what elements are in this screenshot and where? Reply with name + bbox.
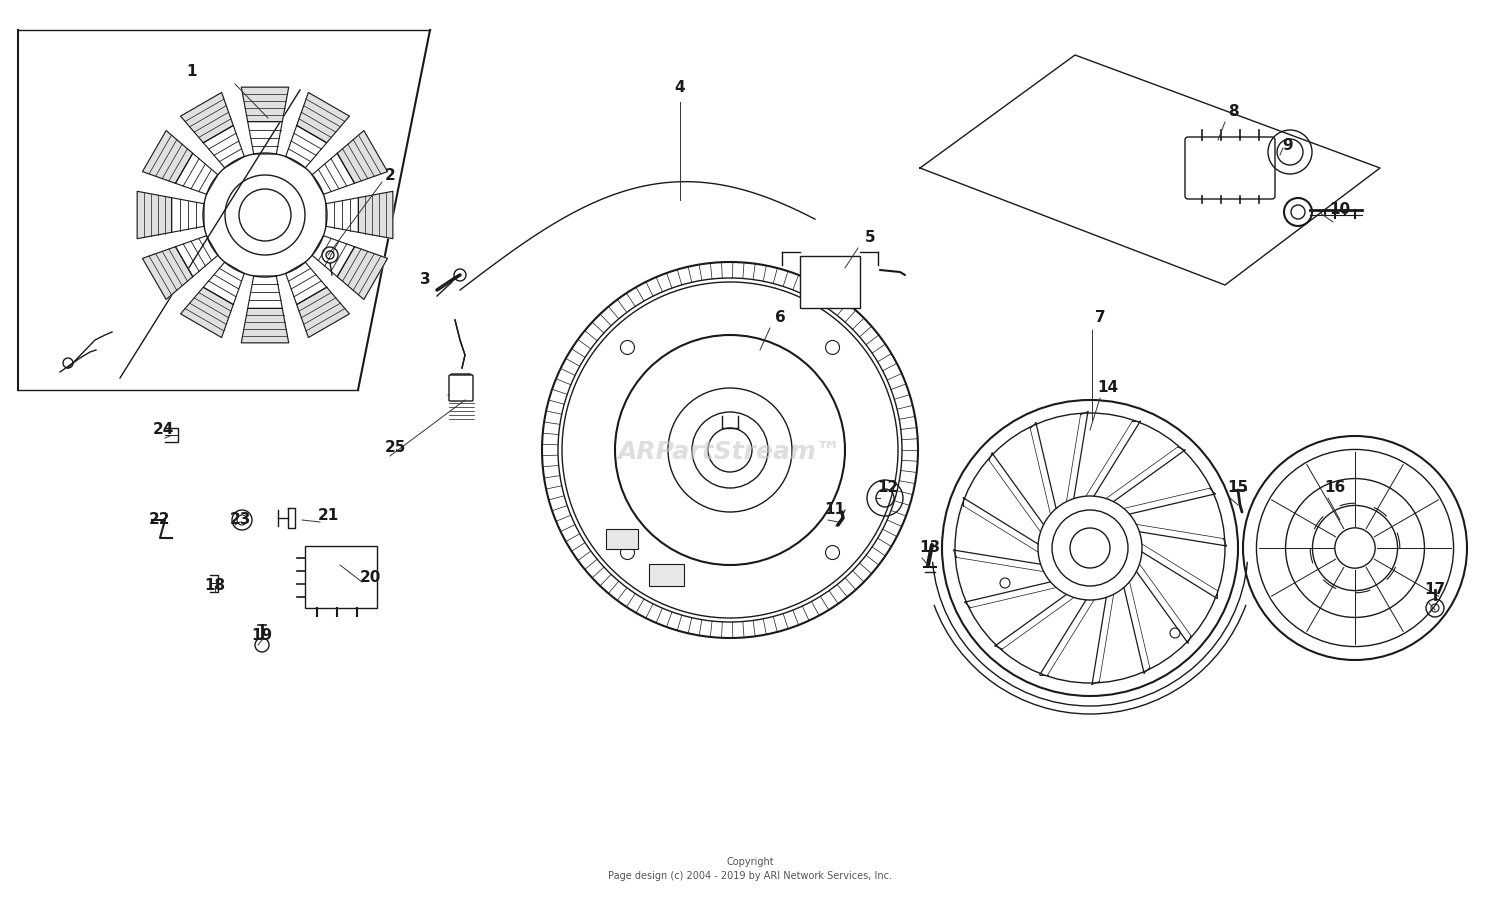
Text: ARPartStream™: ARPartStream™ <box>618 440 842 464</box>
Text: 4: 4 <box>675 80 686 95</box>
Polygon shape <box>358 192 393 238</box>
Text: 15: 15 <box>1227 481 1248 496</box>
Polygon shape <box>142 247 194 300</box>
Polygon shape <box>136 192 171 238</box>
Text: 18: 18 <box>204 578 225 592</box>
Text: 25: 25 <box>384 440 405 455</box>
Text: 2: 2 <box>384 167 396 183</box>
FancyBboxPatch shape <box>800 256 859 308</box>
Text: 1: 1 <box>186 65 198 79</box>
Bar <box>650 563 684 586</box>
Text: 17: 17 <box>1425 582 1446 598</box>
Text: 12: 12 <box>878 481 898 496</box>
Text: 11: 11 <box>825 502 846 518</box>
Text: 24: 24 <box>153 422 174 437</box>
Polygon shape <box>142 130 194 184</box>
Polygon shape <box>180 287 234 338</box>
Text: 22: 22 <box>148 512 171 527</box>
Text: 9: 9 <box>1282 138 1293 152</box>
Text: 20: 20 <box>360 571 381 586</box>
FancyBboxPatch shape <box>452 374 471 396</box>
Polygon shape <box>242 309 288 343</box>
Text: Page design (c) 2004 - 2019 by ARI Network Services, Inc.: Page design (c) 2004 - 2019 by ARI Netwo… <box>608 871 892 881</box>
Text: 23: 23 <box>230 512 251 527</box>
Polygon shape <box>242 87 288 122</box>
Text: Copyright: Copyright <box>726 857 774 867</box>
Polygon shape <box>338 130 387 184</box>
Polygon shape <box>297 93 350 143</box>
Text: 14: 14 <box>1098 381 1119 395</box>
Polygon shape <box>180 93 234 143</box>
Text: 13: 13 <box>920 541 940 555</box>
FancyBboxPatch shape <box>304 546 376 608</box>
Text: 6: 6 <box>774 310 786 326</box>
Text: 7: 7 <box>1095 310 1106 326</box>
FancyBboxPatch shape <box>448 375 472 401</box>
Text: 21: 21 <box>318 508 339 523</box>
Text: 16: 16 <box>1324 481 1346 496</box>
Text: 5: 5 <box>864 230 876 246</box>
Polygon shape <box>338 247 387 300</box>
Text: 10: 10 <box>1329 202 1350 218</box>
Text: 3: 3 <box>420 273 430 287</box>
Text: 8: 8 <box>1227 104 1239 120</box>
Polygon shape <box>297 287 350 338</box>
Bar <box>606 529 638 549</box>
FancyBboxPatch shape <box>1185 137 1275 199</box>
Text: 19: 19 <box>252 627 273 643</box>
